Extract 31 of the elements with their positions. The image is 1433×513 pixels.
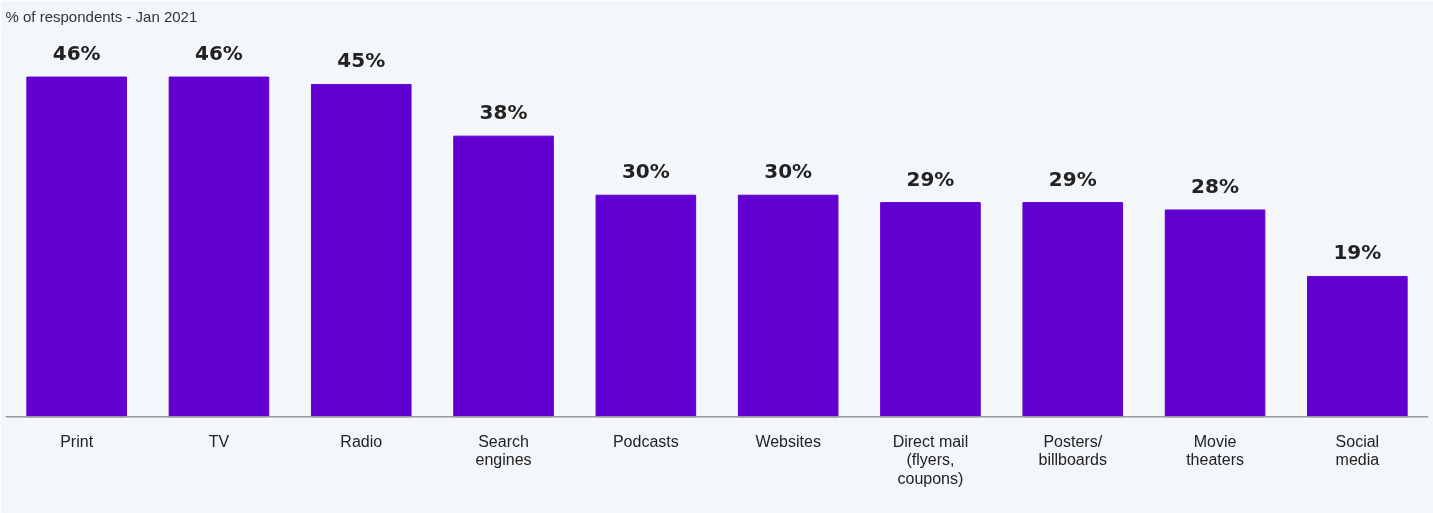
x-tick-label: Podcasts — [612, 432, 679, 450]
data-label: 28% — [1191, 173, 1239, 198]
x-tick-label: Search engines — [475, 432, 532, 469]
data-label: 29% — [906, 166, 955, 191]
data-label: 45% — [337, 48, 386, 73]
data-label: 30% — [621, 159, 670, 184]
bar — [26, 76, 127, 418]
bar — [880, 202, 981, 418]
x-tick-label: TV — [208, 432, 230, 450]
bar — [595, 194, 697, 418]
x-tick-label: Websites — [755, 432, 821, 450]
data-label: 38% — [479, 100, 528, 125]
bar — [168, 76, 270, 418]
data-label: 30% — [764, 159, 813, 184]
data-label: 29% — [1048, 166, 1097, 191]
bar — [453, 135, 554, 418]
x-tick-label: Social media — [1335, 432, 1380, 469]
x-tick-label: Posters/ billboards — [1038, 432, 1107, 469]
bar — [1022, 202, 1124, 418]
x-tick-label: Radio — [340, 432, 383, 450]
data-label: 46% — [52, 41, 101, 66]
bar — [737, 194, 839, 418]
bar — [1164, 209, 1266, 418]
data-label: 46% — [195, 41, 243, 66]
chart-subtitle: % of respondents - Jan 2021 — [5, 7, 198, 25]
bar — [1307, 275, 1408, 418]
x-tick-label: Direct mail (flyers, coupons) — [892, 432, 969, 488]
x-tick-label: Movie theaters — [1186, 432, 1244, 469]
x-tick-label: Print — [60, 432, 94, 450]
bar — [310, 83, 412, 418]
data-label: 19% — [1333, 240, 1382, 265]
